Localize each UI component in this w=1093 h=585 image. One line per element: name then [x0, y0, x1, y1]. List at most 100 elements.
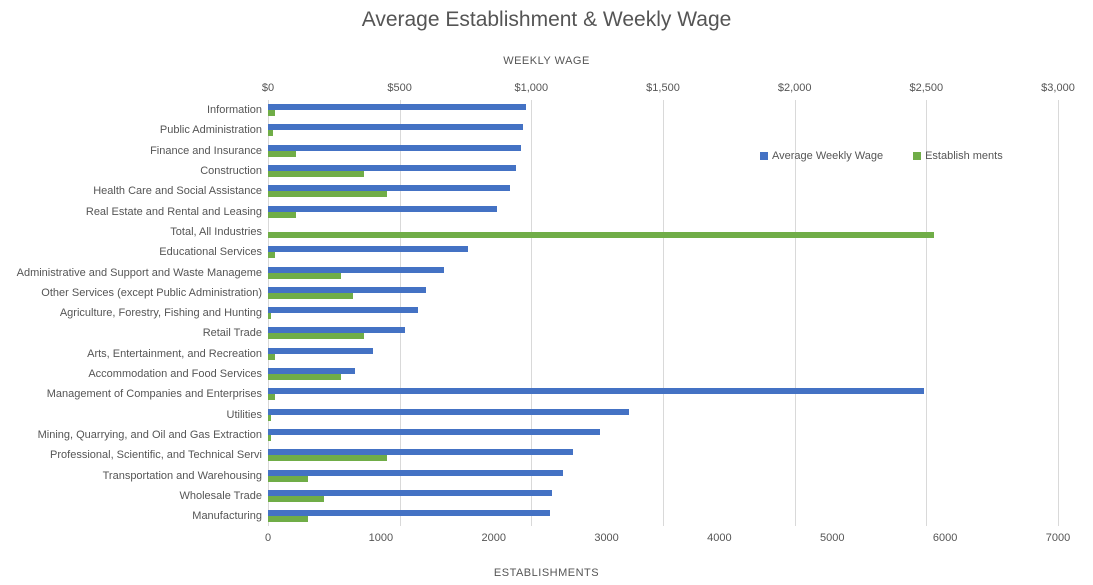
category-label: Administrative and Support and Waste Man… — [17, 268, 262, 279]
bottom-axis-title: ESTABLISHMENTS — [0, 567, 1093, 579]
category-label: Accommodation and Food Services — [88, 369, 262, 380]
bar-establishments — [268, 516, 308, 522]
bar-establishments — [268, 476, 308, 482]
bar-wage — [268, 388, 924, 394]
category-row: Total, All Industries — [268, 222, 1058, 242]
top-axis-tick: $500 — [387, 82, 411, 94]
grid-line — [1058, 100, 1059, 526]
category-row: Educational Services — [268, 242, 1058, 262]
category-label: Public Administration — [160, 125, 262, 136]
bottom-axis-tick: 0 — [265, 532, 271, 544]
bar-establishments — [268, 333, 364, 339]
category-label: Construction — [200, 166, 262, 177]
bar-wage — [268, 124, 523, 130]
category-label: Manufacturing — [192, 511, 262, 522]
legend-swatch — [760, 152, 768, 160]
category-label: Transportation and Warehousing — [103, 471, 262, 482]
top-axis-tick: $1,000 — [515, 82, 549, 94]
category-row: Other Services (except Public Administra… — [268, 283, 1058, 303]
bar-wage — [268, 470, 563, 476]
bottom-axis-tick: 6000 — [933, 532, 957, 544]
category-label: Utilities — [227, 410, 262, 421]
bottom-axis-tick: 5000 — [820, 532, 844, 544]
category-row: Agriculture, Forestry, Fishing and Hunti… — [268, 303, 1058, 323]
bar-establishments — [268, 496, 324, 502]
bar-wage — [268, 145, 521, 151]
top-axis-tick: $1,500 — [646, 82, 680, 94]
category-row: Information — [268, 100, 1058, 120]
category-row: Manufacturing — [268, 506, 1058, 526]
category-label: Mining, Quarrying, and Oil and Gas Extra… — [38, 430, 262, 441]
bar-establishments — [268, 191, 387, 197]
bar-establishments — [268, 171, 364, 177]
bar-establishments — [268, 415, 271, 421]
legend: Average Weekly Wage Establish ments — [760, 150, 1003, 162]
bar-establishments — [268, 455, 387, 461]
bar-establishments — [268, 273, 341, 279]
bar-wage — [268, 510, 550, 516]
chart-title: Average Establishment & Weekly Wage — [0, 8, 1093, 32]
bar-establishments — [268, 313, 271, 319]
category-row: Management of Companies and Enterprises — [268, 384, 1058, 404]
bar-establishments — [268, 394, 275, 400]
legend-item: Average Weekly Wage — [760, 150, 883, 162]
bar-establishments — [268, 232, 934, 238]
bar-establishments — [268, 130, 273, 136]
category-row: Health Care and Social Assistance — [268, 181, 1058, 201]
bar-establishments — [268, 354, 275, 360]
category-label: Educational Services — [159, 247, 262, 258]
chart-container: Average Establishment & Weekly Wage WEEK… — [0, 0, 1093, 585]
bar-wage — [268, 104, 526, 110]
category-row: Arts, Entertainment, and Recreation — [268, 344, 1058, 364]
bottom-axis-tick: 3000 — [594, 532, 618, 544]
category-label: Management of Companies and Enterprises — [47, 389, 262, 400]
top-axis-tick: $2,500 — [910, 82, 944, 94]
bar-wage — [268, 429, 600, 435]
category-label: Information — [207, 105, 262, 116]
top-axis-tick: $2,000 — [778, 82, 812, 94]
bar-establishments — [268, 435, 271, 441]
bar-establishments — [268, 151, 296, 157]
category-label: Real Estate and Rental and Leasing — [86, 207, 262, 218]
category-label: Agriculture, Forestry, Fishing and Hunti… — [60, 308, 262, 319]
category-row: Real Estate and Rental and Leasing — [268, 202, 1058, 222]
bar-wage — [268, 307, 418, 313]
legend-label: Establish ments — [925, 150, 1003, 162]
category-row: Administrative and Support and Waste Man… — [268, 262, 1058, 282]
bar-wage — [268, 246, 468, 252]
category-label: Professional, Scientific, and Technical … — [50, 450, 262, 461]
bar-wage — [268, 409, 629, 415]
category-label: Finance and Insurance — [150, 146, 262, 157]
category-row: Professional, Scientific, and Technical … — [268, 445, 1058, 465]
category-row: Construction — [268, 161, 1058, 181]
bottom-axis-tick: 4000 — [707, 532, 731, 544]
bar-wage — [268, 206, 497, 212]
bottom-axis-tick: 1000 — [369, 532, 393, 544]
bar-establishments — [268, 110, 275, 116]
legend-swatch — [913, 152, 921, 160]
bar-wage — [268, 348, 373, 354]
category-row: Utilities — [268, 405, 1058, 425]
category-row: Wholesale Trade — [268, 486, 1058, 506]
legend-label: Average Weekly Wage — [772, 150, 883, 162]
bottom-axis-tick: 2000 — [481, 532, 505, 544]
category-label: Health Care and Social Assistance — [93, 186, 262, 197]
category-label: Retail Trade — [203, 328, 262, 339]
bar-establishments — [268, 293, 353, 299]
top-axis-tick: $0 — [262, 82, 274, 94]
bar-establishments — [268, 212, 296, 218]
category-row: Accommodation and Food Services — [268, 364, 1058, 384]
bar-establishments — [268, 252, 275, 258]
top-axis-tick: $3,000 — [1041, 82, 1075, 94]
category-row: Mining, Quarrying, and Oil and Gas Extra… — [268, 425, 1058, 445]
category-row: Public Administration — [268, 120, 1058, 140]
bottom-axis-tick: 7000 — [1046, 532, 1070, 544]
bar-establishments — [268, 374, 341, 380]
category-label: Other Services (except Public Administra… — [41, 288, 262, 299]
category-row: Retail Trade — [268, 323, 1058, 343]
category-row: Transportation and Warehousing — [268, 465, 1058, 485]
category-label: Arts, Entertainment, and Recreation — [87, 349, 262, 360]
category-label: Wholesale Trade — [179, 491, 262, 502]
legend-item: Establish ments — [913, 150, 1003, 162]
plot-area: InformationPublic AdministrationFinance … — [268, 100, 1058, 526]
